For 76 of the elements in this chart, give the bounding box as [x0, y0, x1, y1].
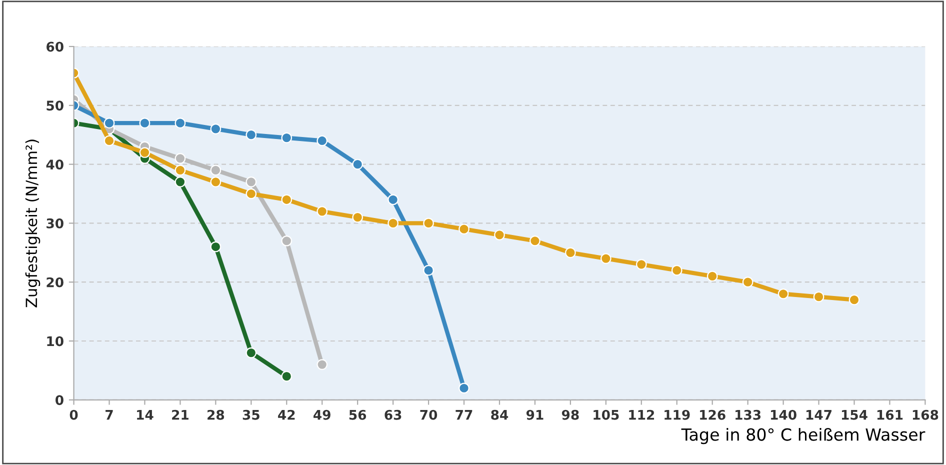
point	[104, 135, 115, 146]
point	[246, 347, 257, 358]
point	[706, 270, 718, 282]
point	[778, 288, 789, 300]
y-tick-label: 50	[46, 100, 64, 111]
point	[458, 382, 470, 394]
x-tick-label: 14	[137, 410, 154, 420]
y-tick-label: 40	[46, 160, 64, 170]
point	[210, 124, 222, 134]
x-tick-label: 28	[208, 410, 224, 420]
point	[316, 206, 328, 217]
point	[494, 230, 505, 240]
y-tick-label: 60	[46, 42, 64, 52]
point	[316, 135, 328, 146]
x-tick-label: 49	[314, 410, 330, 420]
point	[316, 359, 328, 370]
y-tick-label: 10	[47, 336, 64, 346]
point	[813, 291, 824, 302]
point	[174, 118, 186, 128]
x-tick-label: 21	[172, 410, 188, 420]
point	[458, 224, 470, 235]
y-axis-title: Zugfestigkeit (N/mm²)	[25, 140, 40, 308]
x-tick-label: 133	[736, 410, 761, 420]
x-tick-label: 91	[526, 410, 544, 420]
point	[281, 132, 292, 144]
x-tick-label: 0	[70, 410, 78, 420]
x-axis-title: Tage in 80° C heißem Wasser	[681, 428, 926, 444]
point	[352, 158, 364, 170]
x-tick-label: 77	[456, 410, 472, 420]
point	[281, 370, 292, 382]
x-tick-label: 154	[842, 410, 868, 420]
point	[210, 176, 222, 188]
point	[210, 241, 222, 252]
x-tick-label: 119	[664, 410, 690, 420]
x-tick-label: 105	[594, 410, 619, 420]
point	[246, 176, 257, 188]
point	[174, 164, 186, 176]
x-tick-label: 35	[242, 410, 260, 420]
point	[530, 235, 540, 246]
point	[388, 194, 398, 206]
point	[423, 264, 434, 276]
point	[281, 235, 292, 246]
point	[848, 294, 860, 306]
x-tick-label: 168	[912, 410, 938, 420]
point	[742, 276, 754, 288]
point	[174, 152, 186, 164]
point	[671, 264, 682, 276]
x-tick-label: 42	[278, 410, 295, 420]
x-tick-label: 98	[562, 410, 579, 420]
point	[246, 188, 257, 200]
point	[104, 118, 115, 128]
point	[281, 194, 292, 206]
x-tick-label: 63	[384, 410, 402, 420]
x-tick-label: 112	[629, 410, 654, 420]
x-tick-label: 147	[806, 410, 832, 420]
y-tick-label: 30	[46, 218, 64, 228]
point	[139, 118, 150, 128]
x-tick-label: 161	[877, 410, 903, 420]
x-tick-label: 84	[491, 410, 508, 420]
x-tick-label: 56	[349, 410, 366, 420]
x-tick-label: 7	[106, 410, 113, 420]
point	[565, 247, 576, 258]
point	[210, 164, 222, 176]
point	[246, 129, 257, 140]
y-tick-label: 0	[56, 395, 64, 406]
point	[388, 218, 398, 229]
point	[600, 253, 612, 264]
y-tick-label: 20	[46, 277, 64, 288]
x-tick-label: 126	[700, 410, 726, 420]
x-tick-label: 140	[771, 410, 796, 420]
point	[636, 259, 647, 270]
x-tick-label: 70	[420, 410, 438, 420]
point	[352, 212, 364, 223]
point	[423, 218, 434, 229]
point	[139, 147, 150, 158]
point	[174, 176, 186, 188]
